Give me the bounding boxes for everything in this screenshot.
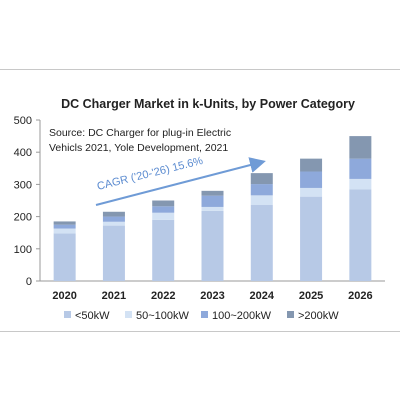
bar-200kw-2026 [349,136,372,159]
bar-100-200kw-2022 [152,206,175,213]
y-tick-label: 100 [14,244,32,256]
bar-50kw-2021 [102,225,125,281]
bar-200kw-2022 [152,200,175,207]
bar-50-100kw-2026 [349,178,372,190]
legend-label: 100~200kW [212,310,272,322]
x-tick-label: 2026 [348,290,372,302]
bar-50kw-2025 [300,196,323,281]
bar-50-100kw-2022 [152,212,175,220]
x-tick-label: 2021 [102,290,126,302]
bar-100-200kw-2020 [53,224,76,229]
y-tick-label: 200 [14,212,32,224]
bar-100-200kw-2025 [300,171,323,188]
bar-50kw-2024 [250,205,273,281]
legend-label: 50~100kW [136,310,190,322]
x-tick-label: 2025 [299,290,323,302]
legend-label: >200kW [298,310,339,322]
y-tick-label: 500 [14,115,32,127]
legend-swatch [201,311,208,318]
bar-50-100kw-2024 [250,195,273,206]
bar-100-200kw-2021 [102,216,125,222]
legend: <50kW 50~100kW 100~200kW >200kW [64,310,339,322]
bar-100-200kw-2024 [250,184,273,196]
bar-200kw-2020 [53,221,76,225]
y-tick-label: 300 [14,179,32,191]
bar-200kw-2024 [250,173,273,185]
bar-200kw-2025 [300,158,323,172]
x-tick-label: 2022 [151,290,175,302]
top-frame-line [0,69,400,70]
bar-100-200kw-2026 [349,158,372,179]
cagr-arrow [95,157,266,206]
bar-50-100kw-2020 [53,228,76,234]
legend-swatch [64,311,71,318]
bar-50-100kw-2025 [300,187,323,197]
legend-label: <50kW [75,310,110,322]
x-tick-label: 2023 [200,290,224,302]
y-axis: 0 100 200 300 400 500 [14,115,41,288]
legend-swatch [287,311,294,318]
y-tick-label: 400 [14,147,32,159]
chart-title: DC Charger Market in k-Units, by Power C… [61,97,355,111]
bar-200kw-2023 [201,190,224,196]
cagr-annotation: CAGR ('20-'26) 15.6% [95,155,266,206]
x-tick-label: 2020 [52,290,76,302]
bottom-frame-line [0,331,400,332]
legend-swatch [125,311,132,318]
source-note-line2: Vehicls 2021, Yole Development, 2021 [49,142,228,154]
source-note-line1: Source: DC Charger for plug-in Electric [49,127,231,139]
source-note: Source: DC Charger for plug-in Electric … [49,127,231,154]
bar-50kw-2020 [53,233,76,281]
bar-50kw-2022 [152,219,175,281]
x-tick-label: 2024 [250,290,275,302]
bar-50kw-2023 [201,210,224,281]
y-tick-label: 0 [26,276,32,288]
bar-50kw-2026 [349,189,372,281]
bar-100-200kw-2023 [201,195,224,207]
bar-50-100kw-2023 [201,206,224,211]
cagr-label: CAGR ('20-'26) 15.6% [96,155,205,193]
bar-200kw-2021 [102,211,125,217]
bar-50-100kw-2021 [102,221,125,226]
